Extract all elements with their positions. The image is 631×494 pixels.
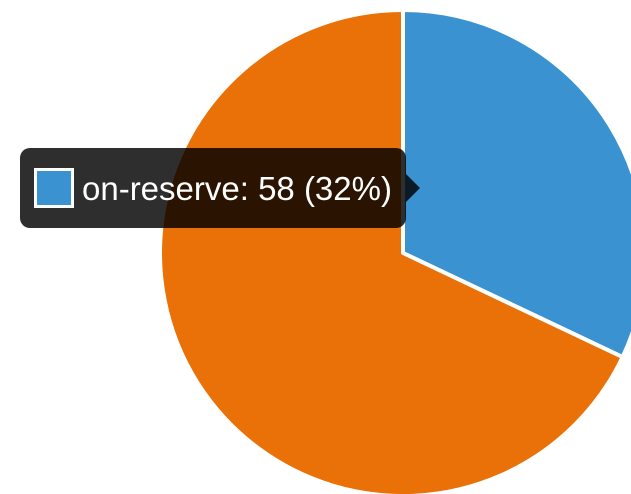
tooltip-text: on-reserve: 58 (32%) bbox=[82, 169, 392, 207]
tooltip-color-swatch bbox=[34, 168, 74, 208]
pie-slice-slice-2[interactable] bbox=[158, 8, 625, 494]
chart-tooltip: on-reserve: 58 (32%) bbox=[20, 148, 420, 228]
pie-slice-on-reserve[interactable] bbox=[401, 8, 631, 360]
